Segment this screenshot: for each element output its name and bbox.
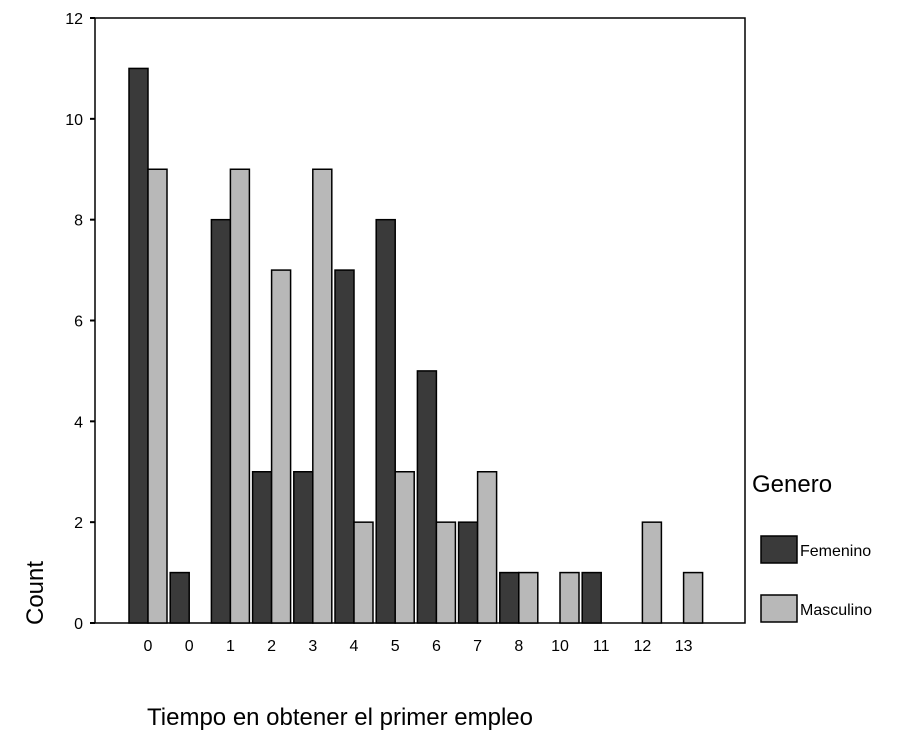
bar-masculino [312, 168, 333, 624]
x-tick-label: 8 [514, 638, 523, 655]
bar-femenino [375, 218, 396, 624]
x-axis-title: Tiempo en obtener el primer empleo [147, 704, 533, 731]
y-tick-label: 6 [74, 314, 83, 331]
bar-femenino [499, 571, 520, 624]
y-tick-label: 12 [65, 11, 83, 28]
x-tick-label: 4 [350, 638, 359, 655]
legend: Genero Femenino Masculino [752, 471, 872, 623]
y-tick-label: 2 [74, 515, 83, 532]
y-tick-label: 8 [74, 213, 83, 230]
bar-femenino [251, 471, 273, 624]
bar-femenino [210, 218, 232, 624]
bar-femenino [128, 67, 149, 624]
bar-femenino [416, 370, 438, 624]
bar-masculino [476, 471, 498, 624]
bar-masculino [682, 571, 704, 624]
y-tick-label: 10 [65, 112, 83, 129]
x-tick-label: 2 [267, 638, 276, 655]
bar-masculino [641, 521, 663, 624]
legend-swatch-femenino [760, 535, 798, 564]
legend-label-masculino: Masculino [800, 602, 872, 619]
bar-femenino [334, 269, 355, 624]
bar-masculino [435, 521, 457, 624]
bar-masculino [353, 521, 374, 624]
y-axis-title: Count [22, 561, 49, 625]
x-tick-label: 0 [144, 638, 153, 655]
bar-masculino [559, 571, 580, 624]
bar-masculino [518, 571, 539, 624]
x-tick-label: 1 [226, 638, 235, 655]
bar-masculino [394, 471, 415, 624]
bar-femenino [581, 571, 602, 624]
x-tick-label: 10 [551, 638, 569, 655]
bar-masculino [147, 168, 168, 624]
legend-swatch-masculino [760, 594, 798, 623]
legend-label-femenino: Femenino [800, 543, 871, 560]
y-tick-label: 4 [74, 414, 83, 431]
y-axis: 0 2 4 6 8 10 12 [65, 11, 95, 633]
bar-masculino [229, 168, 251, 624]
x-tick-label: 6 [432, 638, 441, 655]
x-tick-label: 13 [675, 638, 693, 655]
x-tick-label: 3 [308, 638, 317, 655]
bar-femenino [457, 521, 479, 624]
x-tick-label: 5 [391, 638, 400, 655]
x-tick-label: 11 [593, 638, 610, 655]
bars-group [128, 67, 704, 624]
legend-title: Genero [752, 471, 832, 498]
x-tick-label: 0 [185, 638, 194, 655]
x-tick-label: 12 [634, 638, 652, 655]
x-tick-label: 7 [473, 638, 482, 655]
x-axis: 0 0 1 2 3 4 5 6 7 8 10 11 12 13 [144, 638, 693, 655]
y-tick-label: 0 [74, 616, 83, 633]
bar-femenino [293, 471, 314, 624]
bar-femenino [169, 571, 190, 624]
bar-masculino [270, 269, 292, 624]
